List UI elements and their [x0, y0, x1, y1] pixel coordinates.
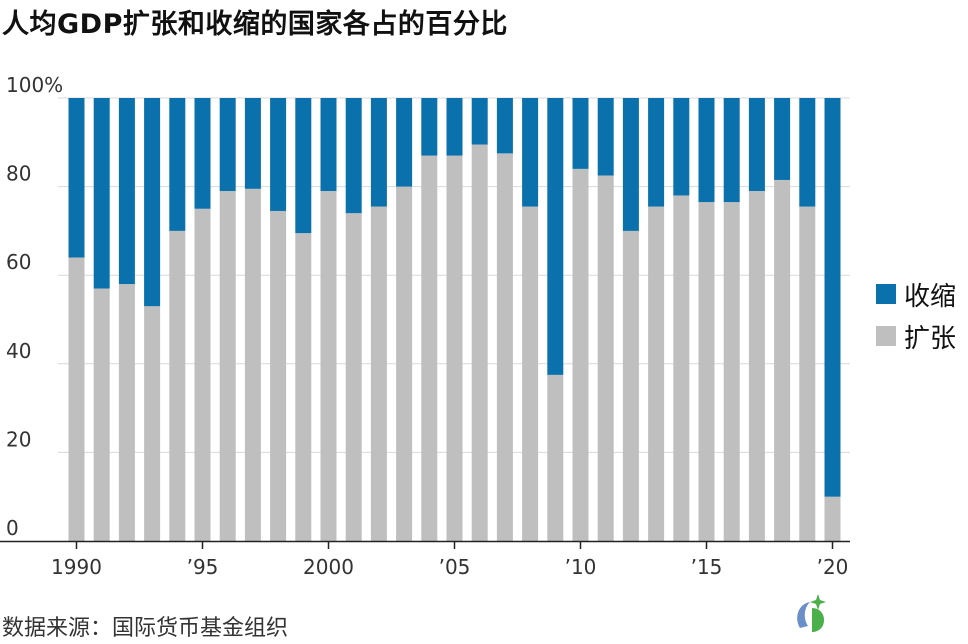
bar-expansion [194, 208, 211, 541]
bar-expansion [93, 288, 110, 541]
bar-contraction [522, 98, 539, 207]
bar-contraction [673, 98, 690, 196]
logo-icon [797, 594, 826, 632]
bar-expansion [622, 230, 639, 541]
bar-expansion [547, 374, 564, 541]
bar-contraction [396, 98, 413, 187]
bar-expansion [673, 195, 690, 541]
bar-expansion [169, 230, 186, 541]
bar-contraction [748, 98, 765, 192]
bar-expansion [824, 496, 841, 541]
bar-contraction [320, 98, 337, 192]
x-tick-label: ’20 [817, 555, 849, 579]
bar-expansion [446, 155, 463, 541]
bar-expansion [774, 179, 791, 541]
y-tick-label: 20 [6, 427, 31, 451]
bar-expansion [295, 233, 312, 542]
x-tick-label: ’95 [187, 555, 219, 579]
bar-contraction [194, 98, 211, 209]
chart-title: 人均GDP扩张和收缩的国家各占的百分比 [2, 9, 508, 40]
bar-expansion [572, 168, 589, 541]
legend-swatch [876, 326, 896, 346]
legend-label: 收缩 [904, 282, 956, 312]
bar-expansion [648, 206, 665, 541]
bar-contraction [295, 98, 312, 234]
x-tick-label: ’10 [565, 555, 597, 579]
bar-contraction [370, 98, 387, 207]
bar-contraction [622, 98, 639, 231]
bar-contraction [421, 98, 438, 156]
y-axis: 100% 80 60 40 20 0 [6, 73, 63, 540]
y-tick-label: 60 [6, 250, 31, 274]
bar-contraction [572, 98, 589, 169]
bar-expansion [270, 210, 287, 541]
bar-expansion [68, 257, 85, 541]
bar-expansion [748, 191, 765, 541]
bar-contraction [547, 98, 564, 375]
bar-expansion [471, 144, 488, 541]
bar-expansion [698, 202, 715, 542]
bar-expansion [144, 306, 161, 541]
bar-expansion [244, 188, 261, 541]
bar-contraction [471, 98, 488, 145]
legend-label: 扩张 [904, 324, 956, 354]
x-axis: 1990 ’95 2000 ’05 ’10 ’15 ’20 [0, 540, 850, 579]
bar-contraction [723, 98, 740, 203]
bar-contraction [219, 98, 236, 192]
bar-expansion [799, 206, 816, 541]
bar-contraction [824, 98, 841, 497]
bar-contraction [446, 98, 463, 156]
bar-contraction [698, 98, 715, 203]
y-tick-label: 100% [6, 73, 63, 97]
y-tick-label: 40 [6, 339, 31, 363]
bar-contraction [169, 98, 186, 231]
bar-expansion [421, 155, 438, 541]
bar-expansion [396, 186, 413, 541]
bar-contraction [144, 98, 161, 307]
y-tick-label: 80 [6, 162, 31, 186]
x-tick-label: ’05 [439, 555, 471, 579]
bar-expansion [370, 206, 387, 541]
bar-contraction [270, 98, 287, 211]
source-note: 数据来源：国际货币基金组织 [2, 616, 289, 641]
bar-expansion [723, 202, 740, 542]
x-tick-label: ’15 [691, 555, 723, 579]
bar-contraction [496, 98, 513, 154]
bar-expansion [496, 153, 513, 541]
bar-expansion [320, 191, 337, 541]
bar-contraction [345, 98, 362, 214]
bar-expansion [219, 191, 236, 541]
bar-expansion [522, 206, 539, 541]
bar-contraction [93, 98, 110, 289]
y-tick-label: 0 [6, 516, 19, 540]
bar-expansion [345, 213, 362, 541]
bar-contraction [118, 98, 135, 285]
bars [68, 98, 841, 542]
x-tick-label: 2000 [303, 555, 354, 579]
bar-contraction [68, 98, 85, 258]
bar-expansion [118, 284, 135, 541]
bar-contraction [244, 98, 261, 189]
bar-contraction [597, 98, 614, 176]
bar-contraction [774, 98, 791, 180]
x-tick-label: 1990 [51, 555, 102, 579]
bar-contraction [799, 98, 816, 207]
bar-expansion [597, 175, 614, 541]
legend-swatch [876, 284, 896, 304]
bar-contraction [648, 98, 665, 207]
